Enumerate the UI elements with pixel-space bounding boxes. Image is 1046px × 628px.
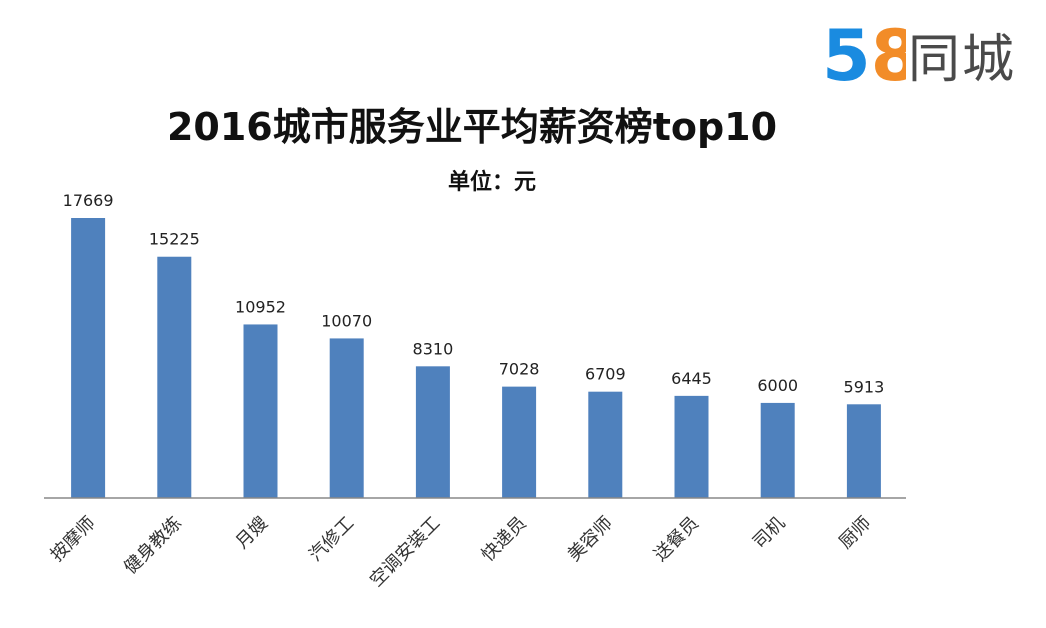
logo-58-icon: 58 — [822, 15, 906, 94]
bar-5 — [415, 366, 450, 498]
bar-8 — [674, 395, 709, 498]
category-label-4: 汽修工 — [305, 513, 358, 566]
bar-2 — [157, 256, 192, 498]
bar-4 — [329, 338, 364, 498]
bar-9 — [760, 402, 795, 498]
category-label-2: 健身教练 — [120, 513, 186, 579]
logo-text: 同城 — [908, 29, 1017, 90]
data-label-8: 6445 — [671, 369, 712, 388]
category-label-1: 按摩师 — [47, 513, 100, 566]
category-label-10: 厨师 — [835, 513, 875, 553]
data-label-2: 15225 — [149, 230, 200, 249]
category-label-3: 月嫂 — [232, 513, 272, 553]
data-label-7: 6709 — [585, 365, 626, 384]
data-label-10: 5913 — [844, 377, 885, 396]
logo-number: 58 — [822, 15, 906, 94]
data-label-5: 8310 — [413, 339, 454, 358]
data-label-6: 7028 — [499, 360, 540, 379]
bar-7 — [588, 391, 623, 498]
bar-10 — [846, 404, 881, 498]
data-label-4: 10070 — [321, 311, 372, 330]
category-label-6: 快递员 — [478, 513, 531, 566]
chart-subtitle: 单位：元 — [447, 170, 536, 195]
category-label-7: 美容师 — [564, 513, 617, 566]
bar-3 — [243, 324, 278, 498]
category-label-9: 司机 — [749, 513, 789, 553]
category-label-8: 送餐员 — [650, 513, 703, 566]
data-label-1: 17669 — [63, 191, 114, 210]
bar-6 — [502, 386, 537, 498]
bar-1 — [71, 218, 106, 498]
category-label-5: 空调安装工 — [366, 513, 444, 591]
chart-title: 2016城市服务业平均薪资榜top10 — [166, 105, 778, 149]
data-label-3: 10952 — [235, 297, 286, 316]
data-label-9: 6000 — [757, 376, 798, 395]
brand-logo: 58 同城 — [822, 14, 1016, 94]
